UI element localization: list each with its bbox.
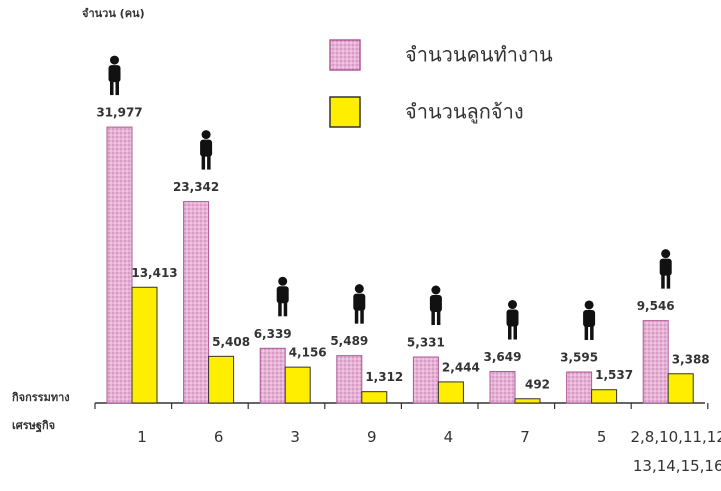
person-icon [666, 273, 671, 289]
x-tick-label: 5 [596, 428, 607, 446]
person-icon [583, 309, 596, 327]
x-tick-label: 1 [137, 428, 147, 446]
person-icon [110, 55, 119, 65]
value-label: 1,537 [595, 368, 633, 382]
person-icon [659, 258, 672, 276]
person-icon [353, 293, 366, 311]
value-label: 2,444 [442, 360, 480, 374]
person-icon [278, 276, 288, 286]
value-label: 5,408 [212, 335, 250, 349]
person-icon [360, 308, 364, 324]
bar [336, 355, 363, 404]
person-icon [354, 284, 364, 294]
value-label: 1,312 [365, 370, 403, 384]
value-label: 3,649 [484, 350, 522, 364]
person-icon [431, 310, 435, 326]
person-icon [200, 139, 213, 157]
legend-label: จำนวนคนทำงาน [405, 43, 553, 67]
bar [284, 366, 311, 404]
person-icon [590, 324, 594, 340]
x-tick-label: 4 [443, 428, 454, 446]
x-tick-label: 7 [520, 428, 530, 446]
value-label: 13,413 [131, 266, 177, 280]
legend-label: จำนวนลูกจ้าง [405, 100, 524, 125]
person-icon [508, 324, 512, 340]
value-label: 5,331 [407, 336, 445, 350]
bar [566, 371, 593, 404]
person-icon [278, 301, 282, 317]
value-label: 492 [525, 377, 550, 391]
person-icon [201, 154, 206, 170]
bar [667, 373, 694, 404]
x-tick-label: 2,8,10,11,12 13,14,15,16 [630, 428, 721, 475]
bar [361, 391, 388, 404]
value-label: 23,342 [173, 180, 219, 194]
legend-swatch [329, 39, 361, 71]
bar [131, 286, 158, 404]
bar [259, 347, 286, 404]
bar [642, 320, 669, 404]
person-icon [110, 80, 114, 96]
person-icon [276, 286, 289, 304]
x-tick-label: 6 [213, 428, 224, 446]
person-icon [584, 300, 594, 310]
legend-swatch [329, 96, 361, 128]
value-label: 3,388 [672, 352, 710, 366]
bar [183, 201, 210, 404]
value-label: 3,595 [560, 350, 598, 364]
x-tick-label: 3 [290, 428, 300, 446]
person-icon [354, 308, 359, 324]
bar [412, 356, 439, 404]
bar [437, 381, 464, 404]
bar [489, 371, 516, 404]
value-label: 6,339 [254, 327, 292, 341]
person-icon [429, 295, 442, 313]
bar [591, 389, 618, 404]
person-icon [207, 154, 211, 170]
person-icon [436, 310, 441, 326]
value-label: 9,546 [637, 299, 675, 313]
person-icon [513, 324, 517, 340]
person-icon [661, 249, 671, 259]
person-icon [431, 285, 441, 295]
value-label: 5,489 [330, 334, 368, 348]
bar [208, 355, 235, 404]
person-icon [201, 130, 211, 140]
x-tick-label: 9 [367, 428, 377, 446]
y-axis-label: จำนวน (คน) [82, 7, 145, 20]
value-label: 4,156 [289, 346, 327, 360]
person-icon [283, 301, 288, 317]
person-icon [661, 273, 665, 289]
person-icon [108, 65, 121, 83]
person-icon [506, 309, 519, 327]
bar [514, 398, 541, 404]
person-icon [508, 300, 517, 310]
x-axis-label: กิจกรรมทาง เศรษฐกิจ [12, 391, 70, 432]
person-icon [584, 324, 589, 340]
value-label: 31,977 [96, 106, 142, 120]
bar [106, 126, 133, 404]
person-icon [115, 80, 119, 96]
